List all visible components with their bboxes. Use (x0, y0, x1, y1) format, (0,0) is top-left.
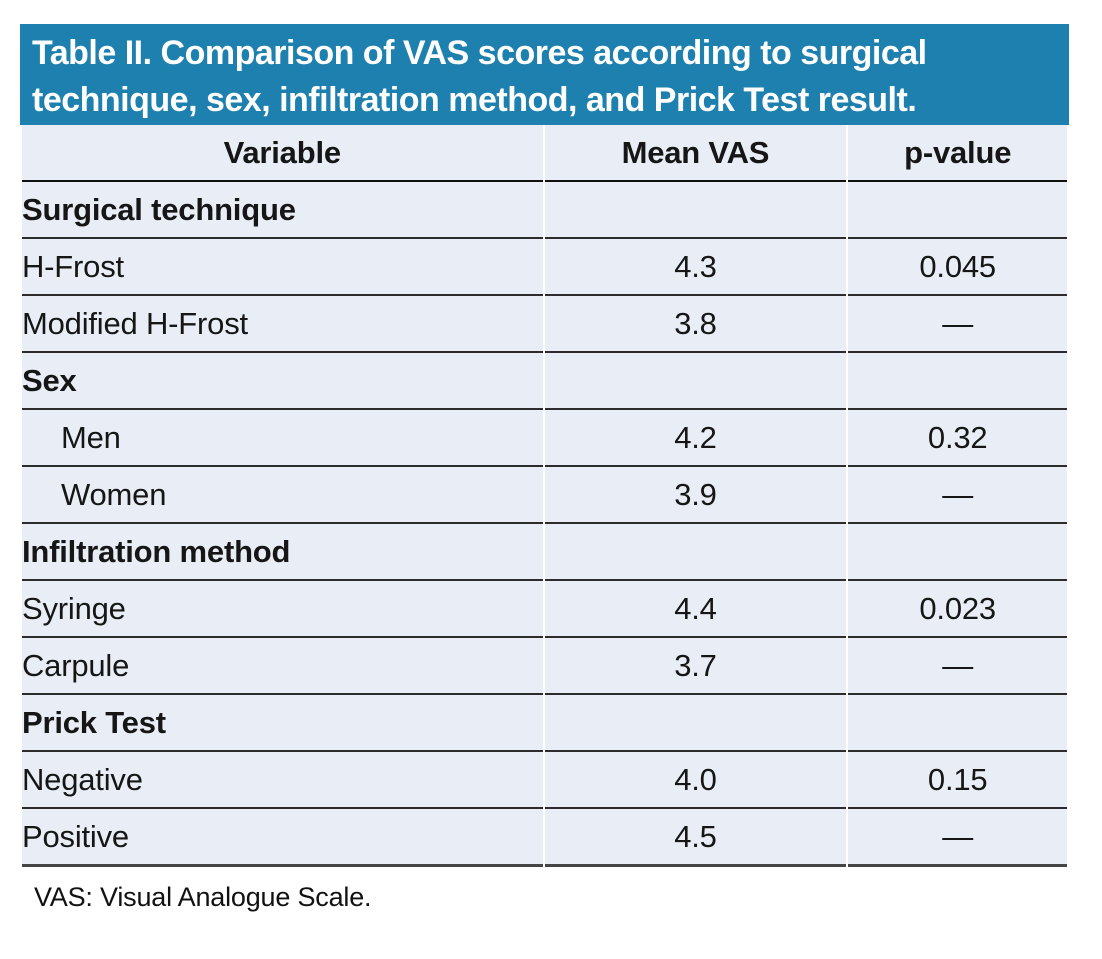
section-row: Infiltration method (22, 524, 1067, 581)
p-value-cell: 0.045 (848, 239, 1067, 296)
mean-vas-cell (544, 695, 847, 752)
mean-vas-cell: 3.7 (544, 638, 847, 695)
variable-label: Women (22, 467, 543, 524)
p-value-cell (848, 524, 1067, 581)
table-title-line-2: technique, sex, infiltration method, and… (32, 80, 917, 119)
p-value-cell: — (848, 809, 1067, 867)
mean-vas-cell (544, 182, 847, 239)
p-value-cell: 0.32 (848, 410, 1067, 467)
section-row: Prick Test (22, 695, 1067, 752)
mean-vas-cell: 4.4 (544, 581, 847, 638)
variable-label: Positive (22, 809, 543, 867)
variable-label: Carpule (22, 638, 543, 695)
p-value-cell (848, 695, 1067, 752)
section-label: Sex (22, 353, 543, 410)
table-body: Surgical technique H-Frost 4.3 0.045 Modifie… (22, 182, 1067, 867)
data-row: Syringe 4.4 0.023 (22, 581, 1067, 638)
p-value-cell: 0.15 (848, 752, 1067, 809)
section-row: Sex (22, 353, 1067, 410)
column-header-mean-vas: Mean VAS (544, 125, 847, 182)
data-row: Negative 4.0 0.15 (22, 752, 1067, 809)
mean-vas-cell: 4.2 (544, 410, 847, 467)
vas-comparison-table: Variable Mean VAS p-value Surgical techn… (20, 125, 1069, 867)
variable-label: Negative (22, 752, 543, 809)
data-row: H-Frost 4.3 0.045 (22, 239, 1067, 296)
table-title-bar: Table II. Comparison of VAS scores accor… (20, 24, 1069, 125)
section-label: Prick Test (22, 695, 543, 752)
p-value-cell: — (848, 638, 1067, 695)
p-value-cell (848, 353, 1067, 410)
column-header-p-value: p-value (848, 125, 1067, 182)
data-row: Carpule 3.7— (22, 638, 1067, 695)
mean-vas-cell: 3.8 (544, 296, 847, 353)
mean-vas-cell (544, 353, 847, 410)
variable-label: Men (22, 410, 543, 467)
data-row: Men 4.2 0.32 (22, 410, 1067, 467)
mean-vas-cell: 4.3 (544, 239, 847, 296)
p-value-cell: — (848, 296, 1067, 353)
mean-vas-cell (544, 524, 847, 581)
table-title-line-1: Table II. Comparison of VAS scores accor… (32, 33, 927, 72)
column-header-row: Variable Mean VAS p-value (22, 125, 1067, 182)
section-row: Surgical technique (22, 182, 1067, 239)
mean-vas-cell: 3.9 (544, 467, 847, 524)
table-footnote: VAS: Visual Analogue Scale. (34, 882, 372, 912)
p-value-cell: 0.023 (848, 581, 1067, 638)
section-label: Infiltration method (22, 524, 543, 581)
mean-vas-cell: 4.0 (544, 752, 847, 809)
table-figure: Table II. Comparison of VAS scores accor… (20, 24, 1069, 913)
data-row: Modified H-Frost 3.8— (22, 296, 1067, 353)
column-header-variable: Variable (22, 125, 543, 182)
p-value-cell: — (848, 467, 1067, 524)
section-label: Surgical technique (22, 182, 543, 239)
p-value-cell (848, 182, 1067, 239)
mean-vas-cell: 4.5 (544, 809, 847, 867)
data-row: Women 3.9— (22, 467, 1067, 524)
variable-label: Syringe (22, 581, 543, 638)
data-row: Positive 4.5— (22, 809, 1067, 867)
variable-label: Modified H-Frost (22, 296, 543, 353)
variable-label: H-Frost (22, 239, 543, 296)
